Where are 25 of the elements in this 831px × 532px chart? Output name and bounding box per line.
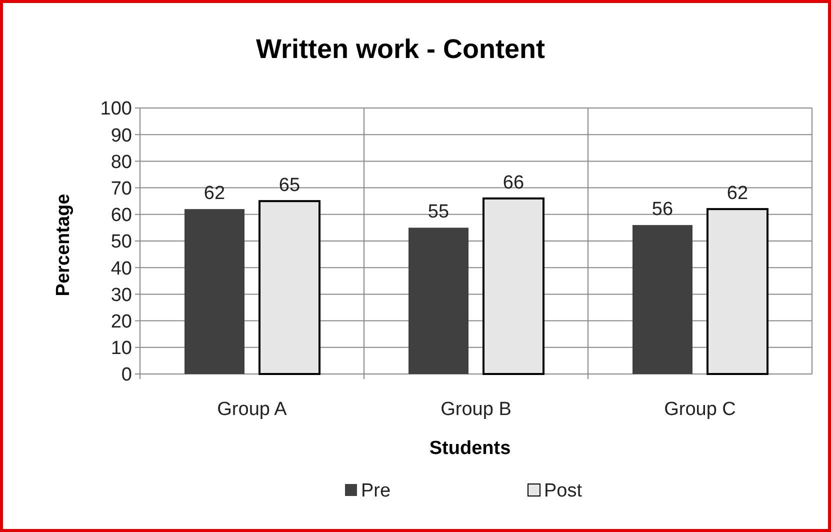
y-tick-label: 0	[121, 364, 132, 386]
y-tick-label: 50	[110, 232, 132, 253]
y-tick-label: 70	[110, 178, 132, 200]
chart-title: Written work - Content	[256, 34, 545, 64]
data-label: 55	[428, 202, 450, 223]
data-label: 65	[278, 175, 300, 196]
y-tick-label: 10	[110, 338, 132, 360]
data-label: 62	[726, 183, 748, 204]
legend-label: Post	[544, 480, 583, 502]
y-tick-label: 60	[110, 205, 132, 226]
y-tick-label: 80	[110, 152, 132, 173]
y-tick-label: 40	[110, 258, 132, 280]
x-tick-label: Group C	[664, 399, 736, 420]
data-label: 66	[502, 172, 524, 194]
y-tick-label: 30	[110, 284, 132, 306]
data-label: 62	[204, 183, 226, 204]
legend-label: Pre	[361, 480, 391, 502]
x-tick-label: Group B	[440, 399, 512, 420]
x-tick-label: Group A	[217, 399, 288, 420]
y-axis-title: Percentage	[53, 194, 74, 296]
y-tick-label: 20	[110, 311, 132, 332]
x-axis-title: Students	[429, 438, 511, 459]
y-tick-label: 100	[100, 98, 132, 120]
y-tick-label: 90	[110, 125, 132, 146]
data-label: 56	[652, 199, 674, 220]
